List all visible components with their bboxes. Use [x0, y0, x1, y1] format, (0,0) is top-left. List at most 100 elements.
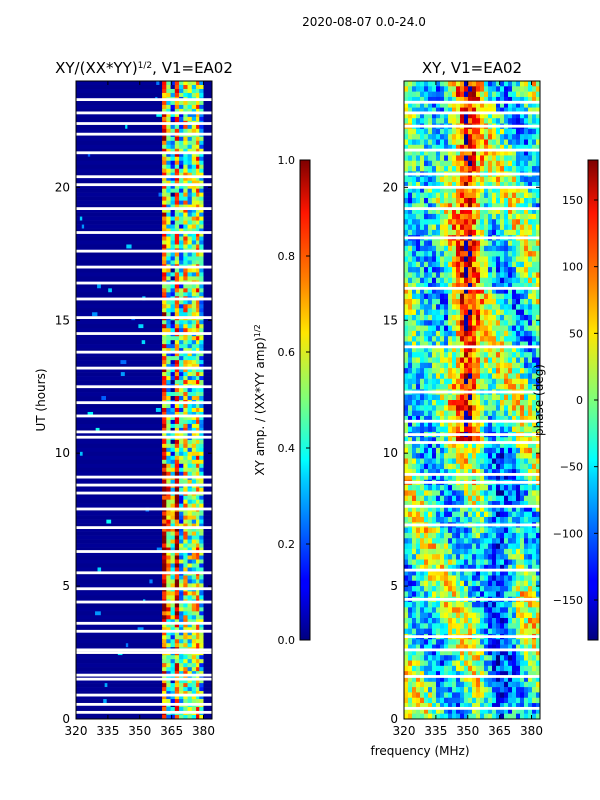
channel-cell — [170, 320, 176, 325]
phase-cell — [456, 118, 461, 124]
phase-cell — [472, 219, 477, 225]
phase-cell — [504, 405, 509, 411]
phase-cell — [452, 352, 457, 358]
phase-cell — [532, 107, 537, 114]
phase-cell — [504, 256, 509, 263]
phase-cell — [496, 511, 501, 518]
channel-cell — [187, 603, 193, 608]
channel-cell — [183, 81, 188, 86]
phase-cell — [504, 245, 509, 252]
channel-cell — [174, 659, 180, 664]
phase-cell — [464, 346, 469, 353]
channel-cell — [174, 683, 180, 688]
phase-cell — [460, 102, 465, 108]
phase-cell — [440, 107, 445, 114]
phase-cell — [428, 415, 433, 422]
phase-cell — [504, 453, 509, 459]
phase-cell — [424, 261, 429, 268]
channel-cell — [166, 479, 171, 485]
phase-cell — [488, 357, 493, 364]
phase-cell — [428, 91, 433, 98]
phase-cell — [536, 81, 540, 87]
phase-cell — [412, 538, 417, 544]
phase-cell — [492, 187, 497, 193]
channel-cell — [174, 336, 180, 341]
phase-cell — [444, 245, 449, 252]
channel-cell — [199, 503, 204, 508]
channel-cell — [162, 232, 167, 237]
phase-cell — [532, 102, 537, 108]
channel-cell — [162, 204, 167, 209]
phase-cell — [484, 240, 489, 247]
channel-cell — [162, 567, 167, 572]
phase-cell — [440, 134, 445, 140]
phase-cell — [456, 532, 461, 539]
phase-cell — [460, 362, 465, 369]
phase-cell — [452, 346, 457, 353]
phase-cell — [508, 309, 513, 316]
channel-cell — [174, 539, 180, 544]
channel-cell — [196, 555, 201, 560]
phase-cell — [476, 410, 481, 417]
phase-cell — [432, 229, 437, 236]
phase-cell — [480, 400, 485, 406]
channel-cell — [179, 635, 184, 640]
phase-cell — [512, 394, 517, 401]
phase-cell — [516, 81, 521, 87]
channel-cell — [196, 619, 201, 624]
quiet-band-row — [76, 360, 164, 365]
channel-cell — [179, 407, 184, 413]
channel-cell — [199, 567, 204, 572]
phase-cell — [512, 532, 517, 539]
phase-cell — [496, 112, 501, 119]
channel-cell — [191, 607, 197, 612]
phase-cell — [536, 134, 540, 140]
phase-cell — [524, 81, 529, 87]
phase-cell — [412, 453, 417, 459]
channel-cell — [174, 487, 180, 493]
phase-cell — [496, 261, 501, 268]
phase-cell — [524, 362, 529, 369]
channel-cell — [179, 304, 184, 309]
channel-cell — [174, 288, 180, 293]
phase-cell — [508, 511, 513, 518]
phase-cell — [516, 400, 521, 406]
phase-cell — [476, 150, 481, 156]
phase-cell — [424, 325, 429, 332]
phase-cell — [408, 251, 413, 257]
phase-cell — [480, 166, 485, 172]
phase-cell — [500, 81, 505, 87]
phase-cell — [408, 320, 413, 326]
channel-cell — [196, 487, 201, 493]
phase-cell — [464, 203, 469, 209]
phase-cell — [452, 357, 457, 364]
phase-cell — [488, 485, 493, 491]
channel-cell — [162, 563, 167, 568]
phase-cell — [472, 437, 477, 443]
channel-cell — [191, 312, 197, 317]
channel-cell — [179, 344, 184, 349]
phase-cell — [416, 304, 421, 310]
phase-cell — [508, 527, 513, 534]
phase-cell — [460, 134, 465, 140]
channel-cell — [166, 220, 171, 225]
channel-cell — [183, 575, 188, 580]
phase-cell — [484, 485, 489, 491]
phase-cell — [500, 378, 505, 385]
channel-cell — [179, 188, 184, 193]
phase-cell — [408, 426, 413, 433]
quiet-band-row — [76, 172, 164, 177]
phase-cell — [512, 410, 517, 417]
channel-cell — [170, 81, 176, 86]
phase-cell — [520, 453, 525, 459]
phase-cell — [512, 277, 517, 284]
channel-cell — [187, 631, 193, 636]
phase-cell — [524, 176, 529, 183]
phase-cell — [528, 160, 533, 167]
phase-cell — [488, 197, 493, 204]
phase-cell — [460, 107, 465, 114]
phase-cell — [508, 150, 513, 156]
channel-cell — [166, 340, 171, 345]
phase-cell — [456, 208, 461, 215]
